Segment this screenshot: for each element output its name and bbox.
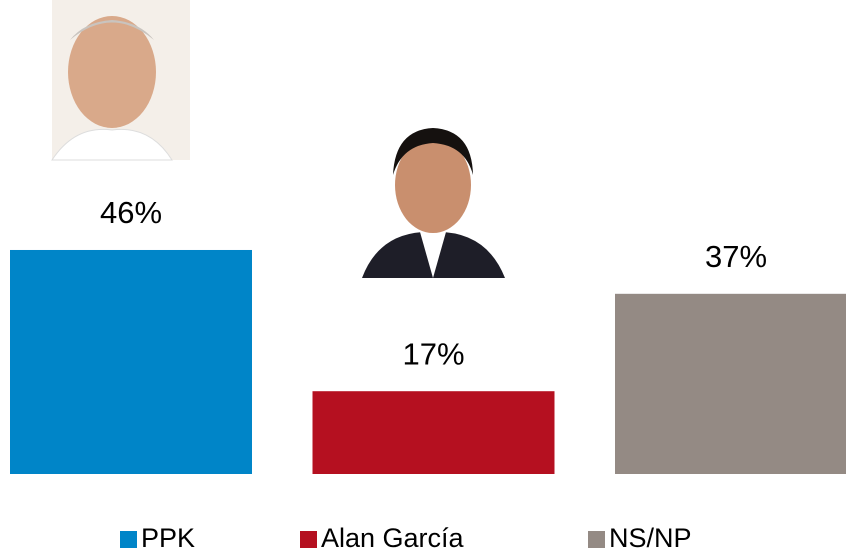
chart: 46% PPK 17% Alan García 37% NS/NP [0,0,846,553]
portrait-garcia [362,127,505,278]
page: {"chart_data": {"type": "bar", "series":… [0,0,846,553]
legend-swatch [300,531,317,548]
legend-swatch [120,531,137,548]
legend-label: PPK [141,523,195,553]
legend-label: Alan García [321,523,465,553]
legend-swatch [588,531,605,548]
value-label: 17% [402,336,464,371]
value-label: 46% [100,195,162,230]
bar [10,250,252,474]
bar [615,294,846,474]
portrait-ppk [52,0,190,160]
bar [313,391,555,474]
value-label: 37% [705,239,767,274]
legend-label: NS/NP [609,523,692,553]
